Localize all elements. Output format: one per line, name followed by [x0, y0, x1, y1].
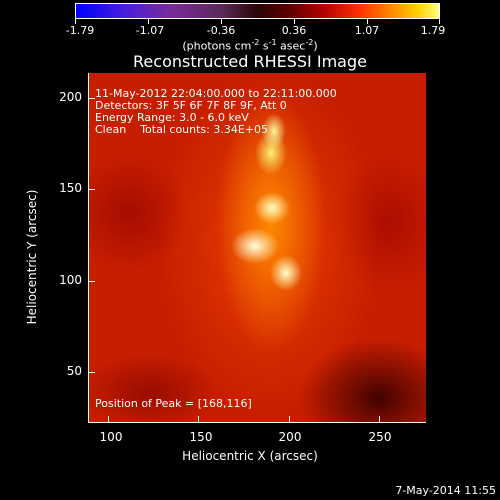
x-tick-label: 200	[278, 430, 302, 444]
y-tick-label: 200	[59, 90, 82, 104]
y-axis-line	[88, 73, 89, 423]
rhessi-image: 11-May-2012 22:04:00.000 to 22:11:00.000…	[89, 73, 426, 422]
x-tick-label: 250	[368, 430, 392, 444]
colorbar-tick	[439, 19, 440, 24]
x-axis-title: Heliocentric X (arcsec)	[182, 449, 318, 463]
colorbar-tick-label: 0.36	[281, 24, 307, 37]
y-tick-label: 100	[59, 273, 82, 287]
colorbar-units: (photons cm-2 s-1 asec-2)	[182, 38, 318, 53]
y-tick	[89, 98, 95, 99]
y-tick-label: 50	[66, 364, 82, 378]
info-time-range: 11-May-2012 22:04:00.000 to 22:11:00.000	[95, 87, 337, 100]
y-tick-label: 150	[59, 181, 82, 195]
y-axis-title: Heliocentric Y (arcsec)	[25, 189, 39, 325]
info-energy-range: Energy Range: 3.0 - 6.0 keV	[95, 111, 249, 124]
colorbar-tick	[367, 19, 368, 24]
x-tick	[198, 416, 199, 422]
colorbar-tick	[221, 19, 222, 24]
info-detectors: Detectors: 3F 5F 6F 7F 8F 9F, Att 0	[95, 99, 287, 112]
info-total-counts: Clean Total counts: 3.34E+05	[95, 123, 269, 136]
x-tick	[289, 416, 290, 422]
peak-position: Position of Peak = [168,116]	[95, 397, 252, 410]
x-axis-line	[88, 422, 426, 423]
colorbar-tick-label: -0.36	[206, 24, 236, 37]
y-tick	[89, 372, 95, 373]
x-tick-label: 150	[189, 430, 213, 444]
colorbar-tick	[75, 19, 76, 24]
x-tick	[379, 416, 380, 422]
colorbar-tick-label: -1.79	[65, 24, 95, 37]
y-tick	[89, 189, 95, 190]
x-tick	[108, 416, 109, 422]
timestamp: 7-May-2014 11:55	[395, 484, 496, 497]
x-tick-label: 100	[99, 430, 123, 444]
colorbar-tick-label: -1.07	[135, 24, 165, 37]
colorbar-tick-label: 1.79	[420, 24, 446, 37]
y-tick	[89, 281, 95, 282]
colorbar-tick	[148, 19, 149, 24]
colorbar	[75, 3, 440, 19]
colorbar-tick-label: 1.07	[354, 24, 380, 37]
image-title: Reconstructed RHESSI Image	[133, 52, 367, 71]
colorbar-tick	[294, 19, 295, 24]
